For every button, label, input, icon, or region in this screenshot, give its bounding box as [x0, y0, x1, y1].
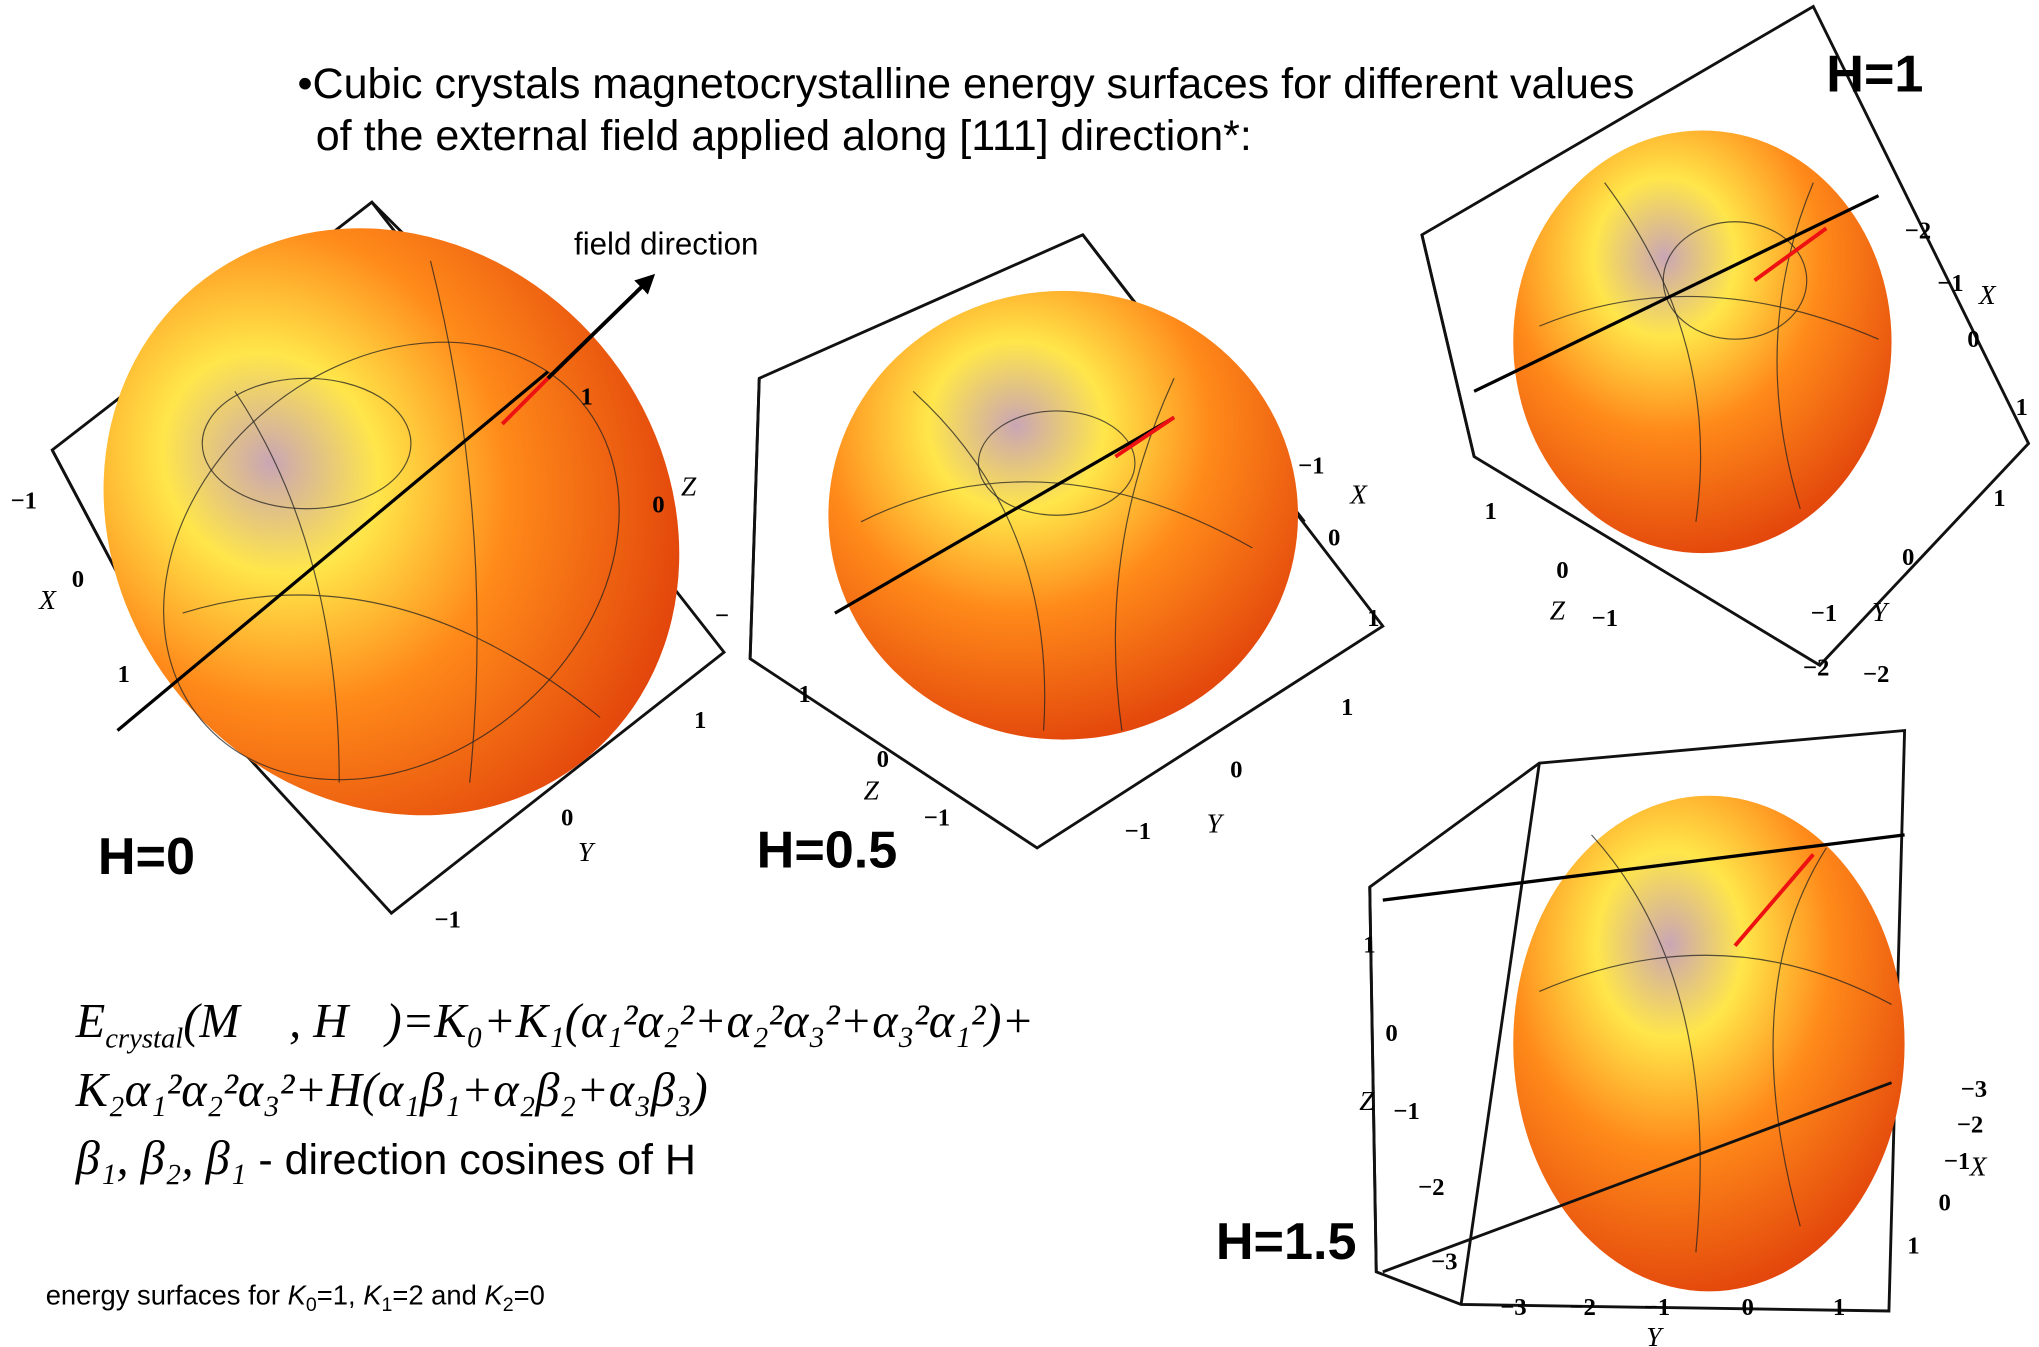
- tick-label: −1: [1125, 818, 1152, 845]
- axis-label: X: [1978, 280, 1997, 310]
- footnote-part: =2 and: [392, 1279, 484, 1310]
- footnote-part: K: [484, 1279, 504, 1310]
- plot-label: H=0.5: [757, 821, 898, 879]
- tick-label: −3: [1500, 1294, 1527, 1321]
- tick-label: 0: [1328, 524, 1340, 551]
- bullet-line: of the external field applied along [111…: [316, 112, 1252, 160]
- plot-label: H=1.5: [1216, 1213, 1357, 1271]
- tick-label: −: [715, 603, 729, 630]
- tick-label: −2: [1418, 1174, 1445, 1201]
- equation-part: K₂α₁²α₂²α₃²+H(α₁β₁+α₂β₂+α₃β₃): [75, 1064, 708, 1117]
- equation-part: β₁, β₂, β₁: [75, 1132, 247, 1185]
- tick-label: 0: [1967, 326, 1979, 353]
- footnote-part: K: [363, 1279, 383, 1310]
- tick-label: 1: [694, 707, 706, 734]
- footnote-part: 2: [503, 1294, 514, 1316]
- axis-label: X: [1349, 480, 1368, 510]
- axis-label: Z: [681, 472, 697, 502]
- tick-label: 1: [2015, 394, 2027, 421]
- axis-label: X: [38, 585, 57, 615]
- tick-label: −2: [1905, 218, 1932, 245]
- tick-label: 1: [1485, 498, 1497, 525]
- equation: Ecrystal(M⃗ , H⃗)=K₀+K₁(α₁²α₂²+α₂²α₃²+α₃…: [75, 995, 1034, 1185]
- equation-part: crystal: [105, 1022, 183, 1054]
- equation-part: - direction cosines of H: [246, 1136, 696, 1184]
- axis-label: Y: [1207, 808, 1225, 838]
- tick-label: −1: [1644, 1294, 1671, 1321]
- axis-label: X: [1969, 1151, 1988, 1181]
- footnote-part: =1,: [317, 1279, 363, 1310]
- tick-label: 0: [1742, 1294, 1754, 1321]
- tick-label: 1: [581, 383, 593, 410]
- axis-label: Z: [1359, 1086, 1375, 1116]
- tick-label: 1: [1367, 605, 1379, 632]
- axis-label: Y: [1646, 1322, 1664, 1347]
- plot-h15: [1368, 728, 1907, 1313]
- footnote-part: 0: [306, 1294, 317, 1316]
- tick-label: −1: [1592, 605, 1619, 632]
- tick-label: −2: [1957, 1111, 1984, 1138]
- footnote: energy surfaces for K0=1, K1=2 and K2=0: [46, 1279, 545, 1316]
- tick-label: −1: [434, 906, 461, 933]
- axis-label: Y: [578, 837, 596, 867]
- axis-label: Z: [864, 776, 880, 806]
- axis-label: Z: [1550, 596, 1566, 626]
- tick-label: −1: [1937, 270, 1964, 297]
- tick-label: −1: [1298, 453, 1325, 480]
- footnote-part: 1: [381, 1294, 392, 1316]
- tick-label: 1: [1907, 1233, 1919, 1260]
- tick-label: −1: [924, 805, 951, 832]
- axis-label: Y: [1872, 597, 1890, 627]
- tick-label: 0: [1230, 756, 1242, 783]
- tick-label: −2: [1803, 655, 1830, 682]
- footnote-part: K: [288, 1279, 308, 1310]
- plot-h0: [50, 200, 727, 916]
- tick-label: 1: [117, 661, 129, 688]
- footnote-part: =0: [514, 1279, 545, 1310]
- tick-label: −1: [10, 488, 37, 515]
- footnote-part: energy surfaces for: [46, 1279, 288, 1310]
- plot-label: H=1: [1826, 45, 1923, 103]
- tick-label: 0: [1939, 1190, 1951, 1217]
- tick-label: −2: [1863, 661, 1890, 688]
- equation-part: E: [75, 995, 105, 1048]
- tick-label: 1: [1363, 931, 1375, 958]
- tick-label: −3: [1961, 1076, 1988, 1103]
- tick-label: −1: [1811, 600, 1838, 627]
- plot-label: H=0: [98, 828, 195, 886]
- tick-label: 0: [1556, 557, 1568, 584]
- bullet-text: •Cubic crystals magnetocrystalline energ…: [297, 60, 1634, 160]
- tick-label: −1: [1944, 1148, 1971, 1175]
- tick-label: 1: [1833, 1294, 1845, 1321]
- tick-label: 1: [1993, 485, 2005, 512]
- tick-label: 0: [652, 492, 664, 519]
- plot-h1: [1420, 4, 2031, 668]
- tick-label: 0: [1902, 544, 1914, 571]
- tick-label: 1: [798, 681, 810, 708]
- plot-h05: [748, 233, 1385, 850]
- tick-label: −2: [1569, 1294, 1596, 1321]
- tick-label: 0: [1385, 1020, 1397, 1047]
- equation-part: (M⃗ , H⃗)=K₀+K₁(α₁²α₂²+α₂²α₃²+α₃²α₁²)+: [183, 995, 1034, 1048]
- tick-label: 1: [1341, 694, 1353, 721]
- annotation: field direction: [574, 226, 758, 261]
- tick-label: 0: [561, 805, 573, 832]
- tick-label: 0: [72, 566, 84, 593]
- tick-label: −3: [1431, 1248, 1458, 1275]
- tick-label: 0: [877, 746, 889, 773]
- tick-label: −1: [1393, 1098, 1420, 1125]
- bullet-line: •Cubic crystals magnetocrystalline energ…: [297, 60, 1634, 108]
